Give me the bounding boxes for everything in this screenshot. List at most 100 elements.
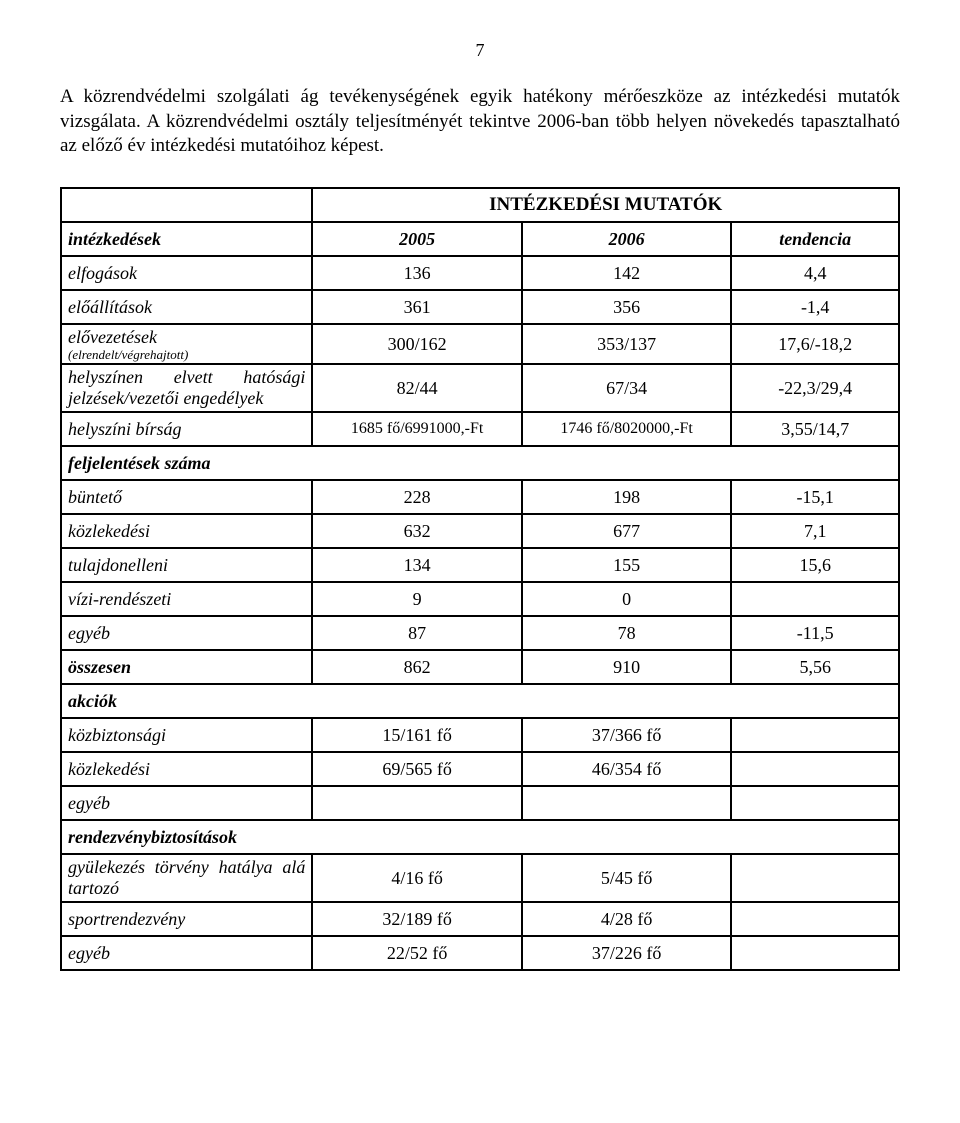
cell: 677 [522,514,732,548]
cell: 17,6/-18,2 [731,324,899,364]
table-row: egyéb 22/52 fő 37/226 fő [61,936,899,970]
cell: 300/162 [312,324,522,364]
cell: -15,1 [731,480,899,514]
row-label: helyszíni bírság [68,419,182,439]
cell: 87 [312,616,522,650]
row-label: helyszínen elvett hatósági jelzések/veze… [68,367,305,408]
cell: 67/34 [522,364,732,412]
cell: 9 [312,582,522,616]
table-row: tulajdonelleni 134 155 15,6 [61,548,899,582]
table-row: egyéb [61,786,899,820]
cell [731,786,899,820]
section-label: rendezvénybiztosítások [61,820,899,854]
cell: 1685 fő/6991000,-Ft [312,412,522,446]
intro-paragraph: A közrendvédelmi szolgálati ág tevékenys… [60,85,900,159]
cell [731,582,899,616]
cell: 69/565 fő [312,752,522,786]
row-label: elfogások [68,263,137,283]
section-row: feljelentések száma [61,446,899,480]
cell: 1746 fő/8020000,-Ft [522,412,732,446]
cell [731,902,899,936]
table-row: helyszínen elvett hatósági jelzések/veze… [61,364,899,412]
table-row: közbiztonsági 15/161 fő 37/366 fő [61,718,899,752]
table-row: gyülekezés törvény hatálya alá tartozó 4… [61,854,899,902]
table-row: sportrendezvény 32/189 fő 4/28 fő [61,902,899,936]
row-label: egyéb [68,793,110,813]
row-sublabel: (elrendelt/végrehajtott) [68,348,305,361]
table-row: előállítások 361 356 -1,4 [61,290,899,324]
cell: 353/137 [522,324,732,364]
cell [522,786,732,820]
cell: 15,6 [731,548,899,582]
cell: 7,1 [731,514,899,548]
cell: 37/366 fő [522,718,732,752]
table-row: elfogások 136 142 4,4 [61,256,899,290]
row-label: elővezetések [68,327,157,347]
cell: 5/45 fő [522,854,732,902]
row-label: gyülekezés törvény hatálya alá tartozó [68,857,305,898]
row-label: vízi-rendészeti [68,589,171,609]
cell [731,752,899,786]
table-row: helyszíni bírság 1685 fő/6991000,-Ft 174… [61,412,899,446]
cell: 5,56 [731,650,899,684]
section-label: feljelentések száma [61,446,899,480]
data-table: INTÉZKEDÉSI MUTATÓK intézkedések 2005 20… [60,187,900,971]
cell: 155 [522,548,732,582]
cell: 15/161 fő [312,718,522,752]
row-label: egyéb [68,943,110,963]
table-row: büntető 228 198 -15,1 [61,480,899,514]
cell: 78 [522,616,732,650]
row-label: büntető [68,487,122,507]
cell: 22/52 fő [312,936,522,970]
cell: 3,55/14,7 [731,412,899,446]
cell: 361 [312,290,522,324]
section-row: rendezvénybiztosítások [61,820,899,854]
cell [731,718,899,752]
table-row: vízi-rendészeti 9 0 [61,582,899,616]
table-row: elővezetések (elrendelt/végrehajtott) 30… [61,324,899,364]
page-number: 7 [60,40,900,61]
cell: 4/28 fő [522,902,732,936]
row-label: közlekedési [68,759,150,779]
cell: 862 [312,650,522,684]
table-row: összesen 862 910 5,56 [61,650,899,684]
cell: 82/44 [312,364,522,412]
cell: 356 [522,290,732,324]
cell: 142 [522,256,732,290]
cell: 4,4 [731,256,899,290]
cell: 136 [312,256,522,290]
row-label: tulajdonelleni [68,555,168,575]
section-row: akciók [61,684,899,718]
cell: 32/189 fő [312,902,522,936]
row-label: előállítások [68,297,152,317]
row-label: összesen [68,657,131,677]
cell: 228 [312,480,522,514]
cell: 198 [522,480,732,514]
table-row: egyéb 87 78 -11,5 [61,616,899,650]
header-c2: 2006 [522,222,732,256]
header-c1: 2005 [312,222,522,256]
row-label: sportrendezvény [68,909,185,929]
cell: 37/226 fő [522,936,732,970]
section-label: akciók [61,684,899,718]
header-c3: tendencia [731,222,899,256]
cell: 46/354 fő [522,752,732,786]
table-row: közlekedési 69/565 fő 46/354 fő [61,752,899,786]
header-c0: intézkedések [61,222,312,256]
cell: 910 [522,650,732,684]
cell [731,854,899,902]
table-header-row: intézkedések 2005 2006 tendencia [61,222,899,256]
cell [731,936,899,970]
cell: -22,3/29,4 [731,364,899,412]
cell: -11,5 [731,616,899,650]
row-label: közbiztonsági [68,725,166,745]
cell: 134 [312,548,522,582]
cell: 0 [522,582,732,616]
cell [312,786,522,820]
cell: 632 [312,514,522,548]
row-label: közlekedési [68,521,150,541]
table-title: INTÉZKEDÉSI MUTATÓK [312,188,899,222]
cell: -1,4 [731,290,899,324]
cell: 4/16 fő [312,854,522,902]
row-label: egyéb [68,623,110,643]
